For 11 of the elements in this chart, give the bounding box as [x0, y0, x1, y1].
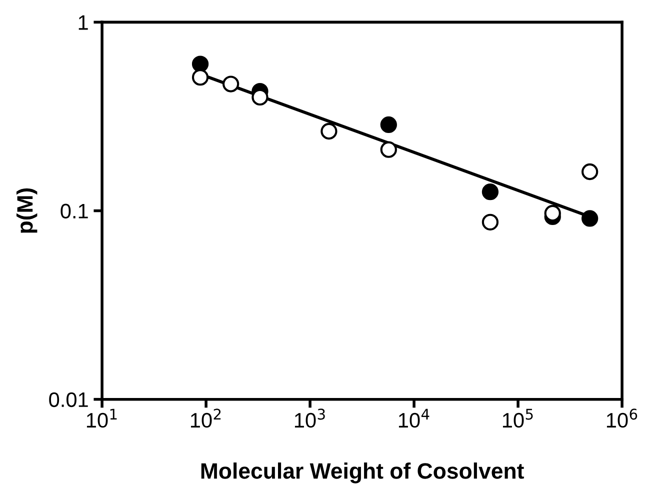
- x-tick-label: 10$^{5}$: [502, 408, 533, 428]
- x-tick-label: 10$^{2}$: [190, 408, 221, 428]
- y-axis-title: p(M): [16, 188, 38, 233]
- x-tick-label: 10$^{3}$: [294, 408, 325, 428]
- y-tick-label: 1: [78, 15, 88, 30]
- x-tick-label: 10$^{1}$: [86, 408, 117, 428]
- y-tick-label: 0.01: [49, 392, 88, 408]
- y-tick-label: 0.1: [60, 204, 88, 219]
- x-axis-title: Molecular Weight of Cosolvent: [201, 462, 524, 484]
- x-tick-label: 10$^{4}$: [398, 408, 430, 428]
- x-tick-label: 10$^{6}$: [606, 408, 638, 428]
